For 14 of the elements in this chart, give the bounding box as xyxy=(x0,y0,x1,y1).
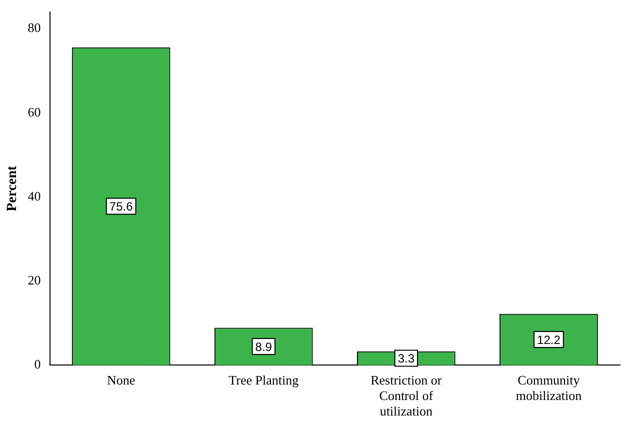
data-label: 12.2 xyxy=(537,332,561,347)
x-tick-label: Restriction or Control of utilization xyxy=(370,372,442,419)
y-tick-label: 40 xyxy=(28,188,41,204)
y-tick-label: 80 xyxy=(28,20,41,36)
y-tick-label: 20 xyxy=(28,272,41,288)
data-label: 8.9 xyxy=(255,340,272,354)
y-axis-title: Percent xyxy=(5,165,20,212)
y-tick-label: 0 xyxy=(34,356,41,372)
data-label: 3.3 xyxy=(398,352,415,366)
y-tick-label: 60 xyxy=(28,104,41,120)
data-label: 75.6 xyxy=(109,200,134,214)
x-tick-label: None xyxy=(106,372,136,388)
x-tick-label: Tree Planting xyxy=(228,372,300,388)
x-tick-label: Community mobilization xyxy=(516,372,582,404)
